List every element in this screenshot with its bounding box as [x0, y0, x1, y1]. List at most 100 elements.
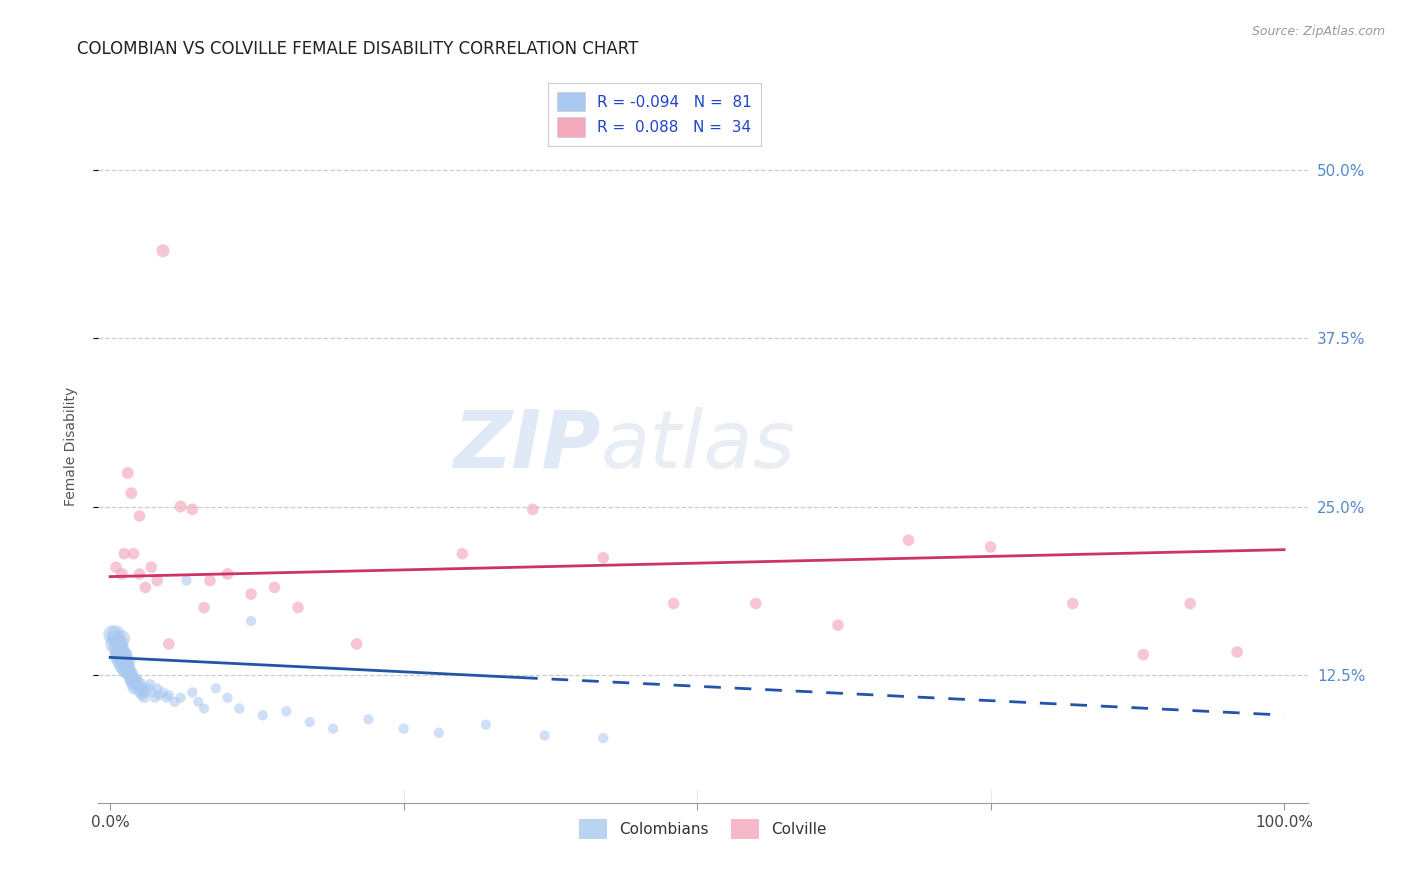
Point	[101, 627, 124, 641]
Point	[163, 695, 186, 709]
Point	[187, 695, 209, 709]
Point	[157, 637, 180, 651]
Point	[115, 665, 138, 680]
Point	[111, 640, 134, 655]
Point	[148, 688, 170, 702]
Point	[117, 655, 139, 669]
Point	[745, 597, 768, 611]
Point	[134, 580, 156, 594]
Point	[111, 650, 134, 665]
Point	[127, 677, 149, 691]
Point	[143, 690, 166, 705]
Point	[134, 690, 156, 705]
Point	[125, 674, 148, 689]
Point	[112, 648, 135, 662]
Point	[298, 714, 321, 729]
Point	[533, 729, 555, 743]
Point	[105, 640, 128, 655]
Point	[287, 600, 309, 615]
Point	[111, 566, 134, 581]
Point	[1062, 597, 1084, 611]
Point	[217, 566, 239, 581]
Point	[129, 681, 152, 696]
Point	[157, 688, 180, 702]
Point	[112, 661, 135, 675]
Point	[120, 672, 142, 686]
Point	[141, 685, 163, 699]
Text: ZIP: ZIP	[453, 407, 600, 485]
Y-axis label: Female Disability: Female Disability	[63, 386, 77, 506]
Point	[134, 685, 156, 699]
Point	[110, 658, 132, 673]
Point	[1226, 645, 1249, 659]
Point	[120, 668, 142, 682]
Point	[120, 668, 142, 682]
Point	[263, 580, 285, 594]
Point	[105, 560, 128, 574]
Point	[128, 677, 150, 691]
Point	[592, 550, 614, 565]
Point	[357, 712, 380, 726]
Point	[105, 648, 128, 662]
Point	[141, 560, 163, 574]
Point	[198, 574, 221, 588]
Point	[112, 655, 135, 669]
Point	[522, 502, 544, 516]
Point	[111, 632, 134, 646]
Point	[155, 690, 177, 705]
Point	[176, 574, 198, 588]
Point	[1132, 648, 1154, 662]
Point	[124, 677, 146, 691]
Point	[827, 618, 849, 632]
Point	[146, 574, 169, 588]
Point	[110, 648, 132, 662]
Point	[107, 645, 129, 659]
Point	[114, 648, 136, 662]
Point	[117, 658, 139, 673]
Point	[392, 722, 415, 736]
Point	[117, 466, 139, 480]
Point	[118, 661, 141, 675]
Point	[152, 685, 174, 699]
Point	[252, 708, 274, 723]
Point	[112, 664, 135, 678]
Point	[204, 681, 226, 696]
Point	[107, 634, 129, 648]
Legend: Colombians, Colville: Colombians, Colville	[574, 814, 832, 845]
Point	[181, 502, 204, 516]
Point	[120, 486, 142, 500]
Point	[128, 685, 150, 699]
Point	[980, 540, 1002, 554]
Point	[662, 597, 685, 611]
Point	[105, 650, 128, 665]
Point	[115, 655, 138, 669]
Point	[108, 637, 131, 651]
Point	[228, 701, 250, 715]
Point	[240, 587, 263, 601]
Point	[169, 690, 191, 705]
Point	[139, 677, 162, 691]
Point	[146, 681, 169, 696]
Point	[120, 664, 142, 678]
Point	[240, 614, 263, 628]
Point	[193, 701, 215, 715]
Point	[592, 731, 614, 746]
Point	[112, 645, 135, 659]
Point	[451, 547, 474, 561]
Point	[131, 688, 153, 702]
Point	[105, 627, 128, 641]
Point	[104, 632, 127, 646]
Point	[114, 657, 136, 672]
Point	[121, 677, 143, 691]
Point	[897, 533, 920, 548]
Point	[276, 704, 298, 718]
Point	[117, 664, 139, 678]
Text: COLOMBIAN VS COLVILLE FEMALE DISABILITY CORRELATION CHART: COLOMBIAN VS COLVILLE FEMALE DISABILITY …	[77, 40, 638, 58]
Point	[118, 668, 141, 682]
Point	[125, 672, 148, 686]
Point	[217, 690, 239, 705]
Point	[120, 674, 142, 689]
Point	[132, 684, 155, 698]
Point	[108, 637, 131, 651]
Point	[122, 547, 145, 561]
